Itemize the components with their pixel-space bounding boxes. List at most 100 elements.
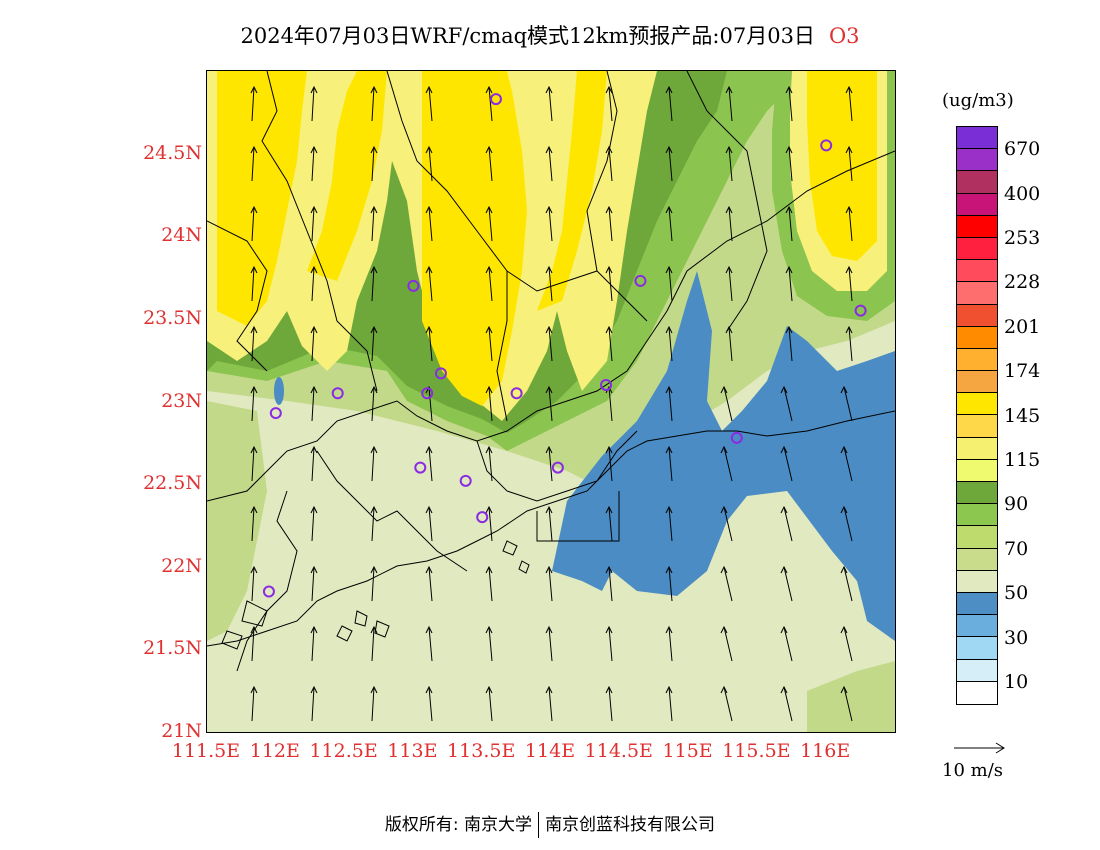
copyright-footer: 版权所有: 南京大学 南京创蓝科技有限公司 — [0, 810, 1100, 838]
colorbar-tick-label: 201 — [1004, 315, 1041, 338]
title-text: 2024年07月03日WRF/cmaq模式12km预报产品:07月03日 — [240, 24, 815, 48]
island-3 — [374, 620, 390, 638]
wind-arrow — [845, 265, 853, 302]
wind-arrow — [780, 685, 793, 722]
colorbar-tick-label: 30 — [1004, 626, 1029, 649]
county-border-3 — [506, 270, 648, 322]
wind-arrow — [370, 85, 378, 122]
wind-arrow — [840, 565, 853, 602]
wind-arrow — [545, 385, 553, 422]
wind-arrow — [425, 145, 433, 182]
station-marker — [634, 274, 647, 287]
wind-arrow — [665, 385, 673, 422]
wind-arrow — [605, 205, 613, 242]
wind-arrow — [720, 625, 733, 662]
colorbar-tick-label: 670 — [1004, 138, 1041, 161]
station-marker — [489, 93, 502, 106]
wind-arrow — [665, 565, 673, 602]
station-marker — [730, 431, 743, 444]
wind-arrow — [605, 385, 613, 422]
wind-arrow — [545, 325, 553, 362]
wind-arrow — [545, 625, 553, 662]
wind-arrow — [545, 265, 553, 302]
station-marker — [476, 511, 489, 524]
wind-arrow — [785, 265, 793, 302]
field-ocean-blue — [552, 271, 895, 641]
wind-arrow — [425, 205, 433, 242]
wind-arrow — [840, 385, 853, 422]
island-7 — [518, 560, 530, 574]
hk-boundary — [536, 491, 620, 542]
wind-arrow — [425, 565, 433, 602]
station-marker — [510, 387, 523, 400]
colorbar-cell — [957, 570, 997, 593]
colorbar-cell — [957, 681, 997, 704]
copyright-left: 版权所有: 南京大学 — [384, 815, 533, 835]
wind-arrow — [605, 85, 613, 122]
wind-vectors — [250, 85, 853, 722]
map-panel — [206, 70, 896, 733]
colorbar-cell — [957, 526, 997, 549]
colorbar-cell — [957, 282, 997, 305]
wind-arrow — [250, 685, 258, 722]
coastline — [207, 410, 895, 647]
colorbar-cell — [957, 437, 997, 460]
wind-arrow — [665, 85, 673, 122]
colorbar-tick-label: 50 — [1004, 582, 1029, 605]
reference-wind-label: 10 m/s — [942, 760, 1003, 781]
wind-arrow — [370, 145, 378, 182]
wind-arrow — [310, 85, 318, 122]
colorbar-tick-label: 90 — [1004, 493, 1029, 516]
wind-arrow — [485, 325, 493, 362]
wind-arrow — [485, 625, 493, 662]
wind-arrow — [310, 205, 318, 242]
species-label: O3 — [828, 24, 860, 48]
wind-arrow — [545, 565, 553, 602]
field-yellow-strong-4 — [537, 71, 607, 311]
colorbar-cell — [957, 215, 997, 238]
wind-arrow — [785, 325, 793, 362]
wind-arrow — [605, 265, 613, 302]
wind-arrow — [425, 85, 433, 122]
wind-arrow — [545, 145, 553, 182]
station-marker — [414, 461, 427, 474]
wind-arrow — [840, 445, 853, 482]
islands — [221, 540, 530, 650]
station-marker — [331, 387, 344, 400]
colorbar-cell — [957, 171, 997, 194]
colorbar-cell — [957, 127, 997, 150]
colorbar-cell — [957, 237, 997, 261]
lat-label: 23N — [161, 389, 202, 412]
station-marker — [600, 378, 613, 391]
lat-label: 24N — [161, 224, 202, 247]
county-border-9 — [236, 490, 298, 672]
wind-arrow — [665, 265, 673, 302]
wind-arrow — [665, 205, 673, 242]
lat-label: 21N — [161, 720, 202, 742]
county-border-4 — [586, 71, 618, 272]
wind-arrow — [605, 325, 613, 362]
wind-arrow — [785, 145, 793, 182]
island-2 — [354, 610, 368, 627]
lat-label: 22.5N — [143, 472, 202, 495]
wind-arrow — [720, 385, 733, 422]
wind-arrow — [485, 385, 493, 422]
colorbar-tick-label: 10 — [1004, 671, 1029, 693]
county-border-1 — [261, 71, 378, 392]
wind-arrow — [785, 85, 793, 122]
wind-arrow — [780, 625, 793, 662]
wind-arrow — [485, 685, 493, 722]
wind-arrow — [840, 685, 853, 722]
province-border — [207, 150, 895, 502]
wind-arrow — [545, 685, 553, 722]
wind-arrow — [665, 625, 673, 662]
station-marker — [854, 304, 867, 317]
reference-wind-arrow-icon — [954, 742, 1005, 754]
wind-arrow — [370, 265, 378, 302]
lat-label: 21.5N — [143, 637, 202, 660]
colorbar-cell — [957, 659, 997, 682]
wind-arrow — [780, 385, 793, 422]
wind-arrow — [545, 85, 553, 122]
wind-arrow — [310, 145, 318, 182]
field-mid-southeast — [807, 661, 895, 732]
